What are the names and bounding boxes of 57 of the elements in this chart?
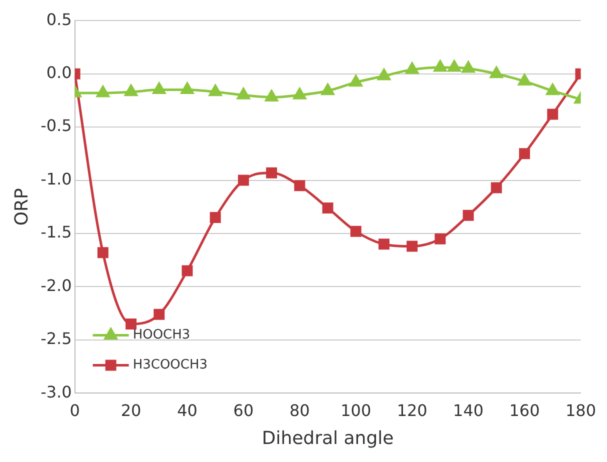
point (462, 210, 474, 221)
y-tick-label: -3.0 (40, 382, 72, 402)
point (546, 84, 560, 96)
point (182, 265, 193, 276)
x-tick-label: 140 (453, 400, 484, 420)
legend-label: HOOCH3 (132, 328, 190, 343)
point (406, 62, 419, 74)
x-tick-label: 40 (177, 400, 198, 420)
point (210, 212, 221, 224)
point (293, 88, 306, 100)
point (378, 238, 390, 250)
point (350, 226, 362, 237)
point (126, 318, 137, 330)
point (322, 202, 334, 214)
y-tick-label: 0.5 (46, 10, 72, 29)
x-tick-label: 120 (396, 400, 428, 420)
point (237, 88, 250, 100)
point (518, 74, 531, 86)
point (349, 75, 362, 87)
point (266, 167, 278, 178)
point (96, 86, 110, 98)
point (519, 148, 530, 160)
point (434, 60, 447, 72)
point (547, 108, 558, 120)
x-tick-label: 180 (565, 400, 596, 420)
point (154, 308, 165, 320)
point (238, 174, 249, 186)
x-tick-label: 80 (289, 400, 310, 420)
point (97, 247, 108, 258)
x-tick-label: 60 (233, 400, 254, 420)
point (321, 84, 334, 96)
y-tick-label: -0.5 (40, 116, 72, 136)
point (462, 61, 475, 73)
y-tick-label: -2.5 (40, 329, 72, 348)
point (208, 84, 222, 96)
point (406, 240, 418, 252)
legend-label: H3COOCH3 (132, 358, 208, 373)
x-tick-label: 0 (70, 400, 80, 420)
x-tick-label: 160 (509, 400, 540, 420)
point (294, 180, 306, 192)
x-axis-title: Dihedral angle (262, 428, 394, 449)
point (180, 82, 194, 94)
point (265, 90, 278, 102)
point (490, 66, 503, 78)
point (434, 233, 446, 244)
point (124, 84, 138, 96)
y-tick-label: -1.0 (40, 169, 72, 188)
point (448, 60, 461, 72)
x-tick-label: 100 (340, 400, 372, 420)
point (378, 68, 390, 80)
point (490, 182, 502, 194)
point (152, 82, 166, 94)
y-tick-label: -2.0 (40, 276, 72, 295)
y-axis-title: ORP (11, 188, 32, 226)
y-tick-label: 0.0 (46, 62, 72, 82)
x-tick-label: 20 (120, 400, 142, 420)
y-tick-label: -1.5 (40, 222, 72, 242)
